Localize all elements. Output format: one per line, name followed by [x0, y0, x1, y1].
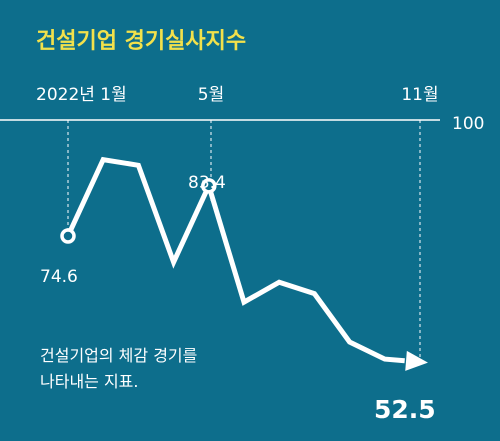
description-line-2: 나타내는 지표.: [40, 372, 139, 391]
data-point-jan: [60, 228, 76, 244]
data-series: [60, 156, 428, 371]
description-line-1: 건설기업의 체감 경기를: [40, 346, 197, 365]
data-label-jan: 74.6: [40, 267, 78, 287]
reference-label: 100: [452, 114, 484, 134]
data-point-may: [201, 178, 217, 194]
data-label-may: 83.4: [188, 173, 226, 193]
data-label-nov: 52.5: [374, 395, 436, 424]
series-line: [65, 156, 405, 364]
description-text: 건설기업의 체감 경기를 나타내는 지표.: [40, 346, 202, 391]
x-label-may: 5월: [198, 85, 224, 105]
arrow-head-icon: [405, 350, 428, 371]
x-label-nov: 11월: [401, 85, 438, 105]
x-label-jan: 2022년 1월: [36, 85, 127, 105]
chart-title: 건설기업 경기실사지수: [36, 29, 246, 54]
